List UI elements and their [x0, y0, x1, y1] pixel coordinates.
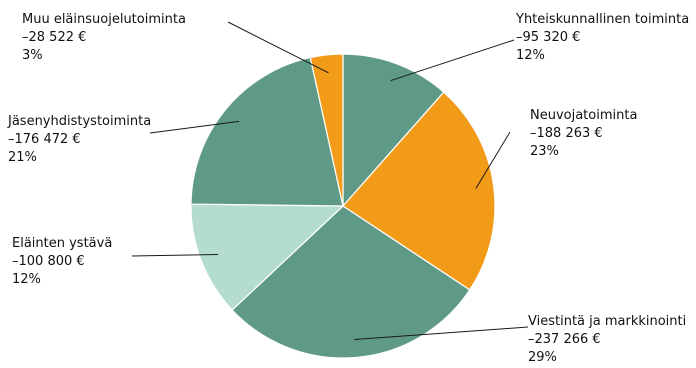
slice-3-name: Eläinten ystävä: [12, 236, 112, 251]
slice-2-value: –237 266 €: [528, 332, 601, 347]
leader-line-5: [227, 21, 329, 74]
leader-line-0: [390, 39, 515, 82]
slice-2-name: Viestintä ja markkinointi: [528, 314, 686, 329]
slice-5-value: –28 522 €: [22, 30, 86, 45]
slice-0-value: –95 320 €: [516, 30, 580, 45]
leader-lines: [131, 21, 529, 341]
pie-slice-5: [309, 53, 344, 207]
slice-4-percent: 21%: [8, 150, 37, 165]
pie-slice-0: [342, 53, 445, 208]
slice-label-3: Eläinten ystävä –100 800 € 12%: [12, 236, 116, 287]
slice-5-percent: 3%: [22, 48, 43, 63]
slice-label-0: Yhteiskunnallinen toiminta –95 320 € 12%: [515, 12, 693, 63]
slice-0-name: Yhteiskunnallinen toiminta: [515, 12, 689, 27]
leader-line-3: [131, 254, 219, 257]
pie-slices: [190, 53, 496, 359]
slice-label-1: Neuvojatoiminta –188 263 € 23%: [530, 108, 642, 159]
slice-4-name: Jäsenyhdistystoiminta: [7, 114, 151, 129]
pie-slice-1: [342, 91, 496, 291]
pie-slice-4: [190, 56, 344, 207]
slice-1-value: –188 263 €: [530, 126, 603, 141]
slice-1-percent: 23%: [530, 144, 559, 159]
slice-5-name: Muu eläinsuojelutoiminta: [22, 12, 186, 27]
slice-1-name: Neuvojatoiminta: [530, 108, 637, 123]
slice-0-percent: 12%: [516, 48, 545, 63]
slice-3-percent: 12%: [12, 272, 41, 287]
pie-slice-2: [231, 205, 471, 359]
slice-label-2: Viestintä ja markkinointi –237 266 € 29%: [528, 314, 690, 365]
slice-label-5: Muu eläinsuojelutoiminta –28 522 € 3%: [22, 12, 190, 63]
slice-4-value: –176 472 €: [8, 132, 81, 147]
pie-slice-3: [190, 203, 345, 311]
leader-line-1: [475, 131, 511, 189]
slice-label-4: Jäsenyhdistystoiminta –176 472 € 21%: [7, 114, 155, 165]
slice-2-percent: 29%: [528, 350, 557, 365]
leader-line-2: [354, 326, 529, 341]
leader-line-4: [149, 120, 240, 134]
slice-3-value: –100 800 €: [12, 254, 85, 269]
